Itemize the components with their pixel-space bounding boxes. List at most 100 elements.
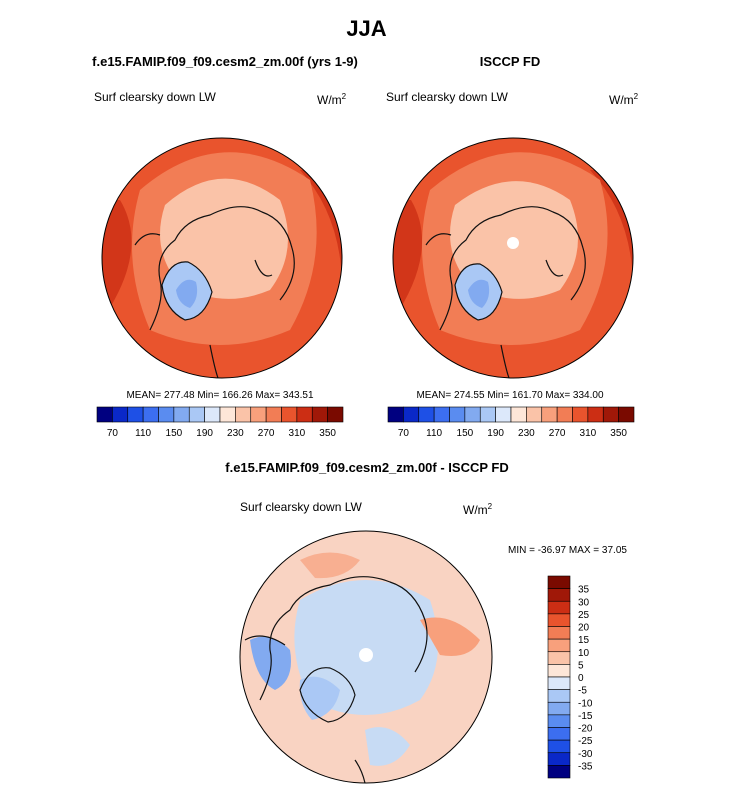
- diff-colorbar-tick-label: 10: [578, 648, 590, 659]
- diff-colorbar-swatch: [547, 765, 571, 779]
- diff-colorbar-swatch: [547, 588, 571, 602]
- obs-greenland-core: [468, 279, 490, 308]
- diff-colorbar-tick-label: 0: [578, 673, 584, 684]
- diff-colorbar-tick-label: 35: [578, 585, 590, 596]
- obs-colorbar-swatch: [510, 406, 527, 423]
- model-colorbar-swatch: [188, 406, 205, 423]
- obs-colorbar-swatch: [418, 406, 435, 423]
- model-colorbar-swatch: [219, 406, 236, 423]
- diff-units-text: W/m: [463, 503, 488, 517]
- diff-colorbar-tick-label: 30: [578, 597, 590, 608]
- diff-colorbar-swatch: [547, 626, 571, 640]
- diff-map-border: [239, 530, 493, 784]
- diff-colorbar-swatch: [547, 752, 571, 766]
- model-panel-title: f.e15.FAMIP.f09_f09.cesm2_zm.00f (yrs 1-…: [92, 54, 358, 69]
- obs-variable-label: Surf clearsky down LW: [386, 90, 508, 104]
- model-map: [102, 138, 342, 378]
- obs-colorbar-swatch: [449, 406, 466, 423]
- obs-pole-hole: [507, 237, 519, 249]
- obs-units-label: W/m2: [609, 92, 638, 107]
- obs-colorbar-tick-label: 350: [610, 428, 627, 439]
- diff-colorbar-tick-label: 15: [578, 635, 590, 646]
- obs-colorbar: 70 110 150 190 230 270 310 350: [387, 406, 635, 439]
- diff-coastlines: [244, 576, 428, 783]
- diff-units-label: W/m2: [463, 502, 492, 517]
- diff-map: [240, 531, 492, 783]
- diff-colorbar-tick-label: -5: [578, 686, 587, 697]
- obs-colorbar-tick-label: 110: [426, 428, 442, 439]
- diff-stats: MIN = -36.97 MAX = 37.05: [508, 545, 627, 556]
- obs-colorbar-tick-label: 150: [457, 428, 474, 439]
- diff-colorbar-swatch: [547, 664, 571, 678]
- model-colorbar-swatch: [327, 406, 344, 423]
- model-colorbar-swatch: [158, 406, 175, 423]
- model-colorbar-tick-label: 230: [227, 428, 244, 439]
- model-units-exponent: 2: [341, 92, 347, 101]
- model-colorbar-swatch: [250, 406, 267, 423]
- model-colorbar: 70 110 150 190 230 270 310 350: [96, 406, 344, 439]
- diff-colorbar-tick-label: -25: [578, 736, 593, 747]
- model-colorbar-swatch: [173, 406, 190, 423]
- model-colorbar-tick-label: 310: [289, 428, 306, 439]
- obs-colorbar-swatch: [479, 406, 496, 423]
- obs-map-border: [392, 137, 634, 379]
- obs-colorbar-tick-label: 230: [518, 428, 535, 439]
- diff-colorbar-swatch: [547, 676, 571, 690]
- diff-colorbar-tick-label: -20: [578, 724, 593, 735]
- model-colorbar-swatch: [265, 406, 282, 423]
- diff-colorbar-swatch: [547, 575, 571, 589]
- diff-colorbar-swatch: [547, 727, 571, 741]
- obs-colorbar-swatch: [495, 406, 512, 423]
- obs-colorbar-swatch: [572, 406, 589, 423]
- obs-stats: MEAN= 274.55 Min= 161.70 Max= 334.00: [416, 390, 604, 401]
- model-colorbar-tick-label: 350: [319, 428, 336, 439]
- diff-colorbar-swatch: [547, 701, 571, 716]
- obs-colorbar-swatch: [541, 406, 558, 423]
- obs-colorbar-swatch: [526, 406, 543, 423]
- obs-colorbar-tick-label: 70: [398, 428, 410, 439]
- diff-red-patch-2: [300, 552, 360, 579]
- diff-colorbar-swatch: [547, 739, 571, 754]
- model-colorbar-swatch: [142, 406, 159, 423]
- main-title: JJA: [346, 16, 387, 41]
- model-colorbar-tick-label: 190: [196, 428, 213, 439]
- model-colorbar-tick-label: 70: [107, 428, 119, 439]
- diff-units-exponent: 2: [487, 502, 493, 511]
- obs-colorbar-swatch: [556, 406, 573, 423]
- diff-colorbar-swatch: [547, 689, 571, 703]
- model-colorbar-tick-label: 270: [258, 428, 275, 439]
- diff-blue-patch-1: [250, 636, 291, 690]
- diff-arctic-blue: [294, 580, 438, 715]
- obs-colorbar-tick-label: 270: [549, 428, 566, 439]
- model-colorbar-swatch: [281, 406, 298, 423]
- diff-colorbar-swatch: [547, 600, 571, 615]
- diff-pole-hole: [359, 648, 373, 662]
- model-variable-label: Surf clearsky down LW: [94, 90, 216, 104]
- diff-colorbar-tick-label: -15: [578, 711, 593, 722]
- model-units-text: W/m: [317, 93, 342, 107]
- model-units-label: W/m2: [317, 92, 346, 107]
- obs-colorbar-swatch: [433, 406, 450, 423]
- obs-colorbar-swatch: [387, 406, 404, 423]
- obs-colorbar-swatch: [602, 406, 619, 423]
- model-stats: MEAN= 277.48 Min= 166.26 Max= 343.51: [126, 390, 314, 401]
- model-greenland-core: [176, 279, 198, 308]
- model-colorbar-swatch: [96, 406, 113, 423]
- model-colorbar-swatch: [204, 406, 221, 423]
- diff-colorbar-tick-label: 20: [578, 623, 590, 634]
- diff-colorbar-tick-label: 5: [578, 660, 584, 671]
- diff-panel-title: f.e15.FAMIP.f09_f09.cesm2_zm.00f - ISCCP…: [225, 460, 509, 475]
- model-colorbar-swatch: [127, 406, 144, 423]
- obs-panel-title: ISCCP FD: [479, 54, 541, 69]
- obs-colorbar-tick-label: 310: [580, 428, 597, 439]
- diff-colorbar-swatch: [547, 638, 571, 653]
- diff-variable-label: Surf clearsky down LW: [240, 500, 362, 514]
- model-colorbar-swatch: [235, 406, 252, 423]
- obs-colorbar-swatch: [618, 406, 635, 423]
- diff-colorbar-swatch: [547, 714, 571, 728]
- diff-colorbar-tick-label: -30: [578, 749, 593, 760]
- diff-blue-patch-3: [365, 727, 410, 766]
- obs-colorbar-swatch: [403, 406, 420, 423]
- obs-colorbar-swatch: [464, 406, 481, 423]
